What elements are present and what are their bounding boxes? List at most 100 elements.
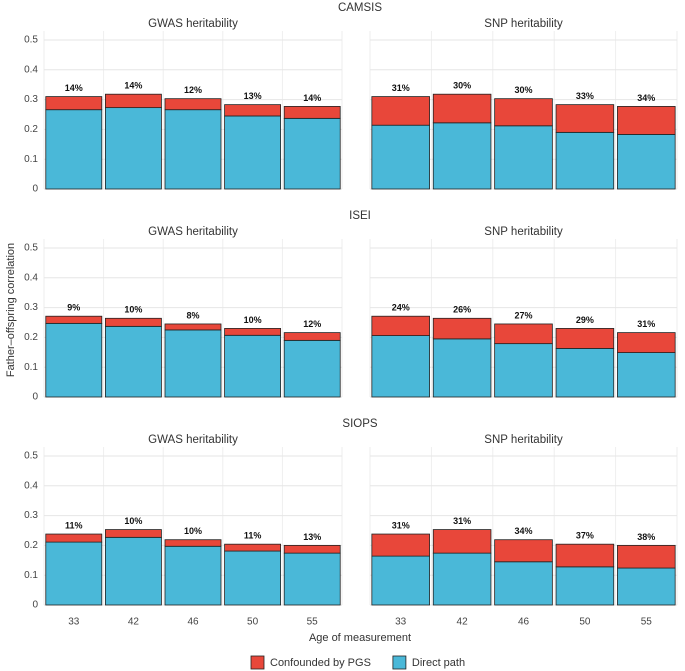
y-axis-label: Father–offspring correlation	[5, 243, 17, 377]
bar-segment	[283, 552, 341, 606]
bar-segment	[371, 555, 430, 606]
legend-swatch	[392, 655, 407, 670]
y-tick-label: 0.3	[24, 510, 38, 521]
y-tick-label: 0.3	[24, 302, 38, 313]
x-tick-label: 50	[247, 617, 259, 628]
panel-title: GWAS heritability	[148, 18, 238, 30]
bar-segment	[45, 541, 103, 606]
bar-segment	[164, 539, 222, 547]
y-tick-label: 0.4	[24, 64, 38, 75]
bar-segment	[104, 317, 162, 327]
bar-segment	[104, 93, 162, 109]
bar-segment	[432, 552, 492, 606]
bar-segment	[224, 543, 282, 552]
bar-segment	[494, 98, 553, 127]
bar-segment	[371, 315, 430, 336]
bar-segment	[224, 104, 282, 117]
bar-annotation: 38%	[637, 532, 655, 542]
bar-segment	[617, 544, 676, 569]
bar-segment	[283, 339, 341, 398]
bar-annotation: 14%	[303, 93, 321, 103]
bar-segment	[432, 338, 492, 398]
y-tick-label: 0.1	[24, 362, 38, 373]
bar-segment	[555, 104, 615, 133]
bar-segment	[371, 533, 430, 557]
panel-title: GWAS heritability	[148, 226, 238, 238]
bar-annotation: 14%	[65, 83, 83, 93]
y-tick-label: 0.5	[24, 451, 38, 462]
bar-segment	[224, 328, 282, 336]
x-tick-label: 50	[579, 617, 591, 628]
x-tick-label: 42	[457, 617, 469, 628]
bar-segment	[104, 536, 162, 606]
bar-annotation: 13%	[303, 532, 321, 542]
bar-segment	[617, 134, 676, 190]
y-tick-label: 0	[32, 392, 38, 403]
bar-segment	[555, 566, 615, 606]
panel-title: SNP heritability	[484, 18, 563, 30]
y-tick-label: 0	[32, 184, 38, 195]
panel-title: SNP heritability	[484, 226, 563, 238]
x-tick-label: 46	[187, 617, 199, 628]
bar-segment	[164, 545, 222, 606]
y-tick-label: 0.2	[24, 540, 38, 551]
legend-swatch	[250, 655, 265, 670]
bar-segment	[432, 317, 492, 340]
bar-segment	[371, 335, 430, 398]
x-axis-label: Age of measurement	[309, 632, 411, 644]
bar-segment	[283, 117, 341, 190]
y-tick-label: 0	[32, 600, 38, 611]
y-tick-label: 0.5	[24, 243, 38, 254]
bar-annotation: 24%	[392, 303, 410, 313]
bar-segment	[371, 96, 430, 126]
y-tick-label: 0.1	[24, 570, 38, 581]
bar-annotation: 31%	[453, 516, 471, 526]
bar-annotation: 31%	[637, 319, 655, 329]
bar-segment	[164, 329, 222, 398]
x-tick-label: 33	[68, 617, 80, 628]
bar-segment	[432, 93, 492, 124]
bar-annotation: 10%	[124, 305, 142, 315]
legend-label: Confounded by PGS	[270, 657, 371, 669]
bar-segment	[555, 131, 615, 190]
bar-segment	[283, 544, 341, 554]
bar-segment	[432, 122, 492, 190]
bar-segment	[224, 334, 282, 398]
section-title: SIOPS	[342, 418, 377, 430]
bar-segment	[555, 543, 615, 568]
bar-annotation: 29%	[576, 315, 594, 325]
x-tick-label: 46	[518, 617, 530, 628]
bar-segment	[45, 96, 103, 111]
bar-segment	[494, 323, 553, 345]
bar-annotation: 14%	[124, 81, 142, 91]
bar-segment	[432, 529, 492, 554]
x-tick-label: 42	[128, 617, 140, 628]
bar-segment	[45, 533, 103, 543]
bar-segment	[617, 352, 676, 398]
bar-annotation: 8%	[186, 310, 199, 320]
bar-annotation: 10%	[124, 516, 142, 526]
bar-segment	[224, 115, 282, 190]
bar-annotation: 9%	[67, 303, 80, 313]
bar-annotation: 34%	[514, 526, 532, 536]
bar-segment	[555, 328, 615, 349]
bar-annotation: 12%	[303, 319, 321, 329]
y-tick-label: 0.1	[24, 154, 38, 165]
bar-segment	[617, 106, 676, 135]
bar-segment	[104, 325, 162, 398]
section-title: CAMSIS	[338, 2, 382, 14]
y-tick-label: 0.3	[24, 94, 38, 105]
bar-annotation: 11%	[65, 520, 83, 530]
legend-label: Direct path	[412, 657, 465, 669]
bar-segment	[45, 109, 103, 190]
bar-segment	[494, 343, 553, 398]
bar-segment	[494, 125, 553, 190]
section-title: ISEI	[349, 210, 371, 222]
bar-annotation: 12%	[184, 85, 202, 95]
bar-segment	[283, 332, 341, 341]
bar-segment	[617, 567, 676, 606]
bar-annotation: 10%	[244, 315, 262, 325]
bar-segment	[104, 529, 162, 538]
bar-segment	[224, 550, 282, 606]
